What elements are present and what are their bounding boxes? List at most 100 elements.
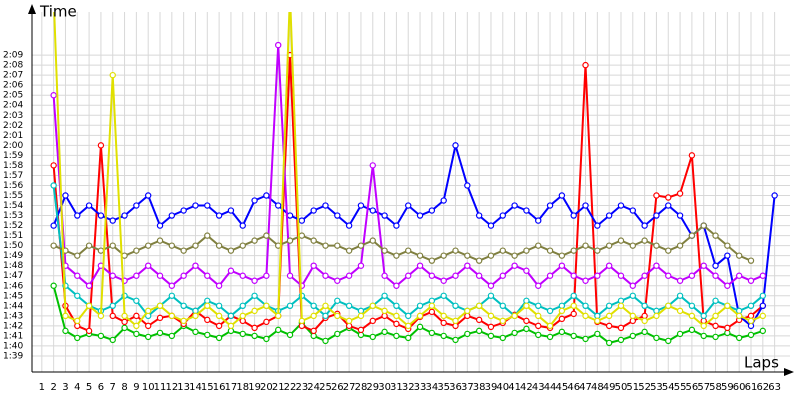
y-tick-label: 1:56 (3, 181, 23, 191)
x-tick-label: 32 (402, 382, 415, 393)
lap-point (263, 272, 270, 279)
x-tick-label: 41 (508, 382, 521, 393)
lap-point (85, 327, 93, 335)
lap-point (334, 330, 341, 338)
lap-point (629, 292, 636, 299)
y-tick-label: 1:40 (3, 341, 23, 351)
lap-point (464, 252, 471, 259)
lap-point (558, 315, 566, 323)
lap-point (440, 277, 447, 284)
lap-point (535, 331, 542, 339)
lap-point (133, 202, 140, 209)
lap-point (144, 322, 152, 330)
lap-point (85, 302, 93, 310)
lap-point (617, 302, 625, 310)
lap-point (511, 329, 518, 337)
lap-point (735, 252, 743, 259)
lap-point (558, 307, 566, 315)
lap-point (511, 312, 518, 320)
lap-point (688, 326, 696, 334)
lap-point (582, 335, 589, 343)
lap-point (440, 312, 447, 320)
lap-point (393, 302, 400, 310)
lap-point (156, 222, 164, 229)
x-tick-label: 30 (378, 382, 391, 393)
x-tick-label: 29 (366, 382, 379, 393)
x-tick-label: 37 (461, 382, 474, 393)
x-tick-label: 9 (133, 382, 139, 393)
lap-point (405, 322, 412, 330)
lap-point (570, 310, 577, 318)
y-tick-label: 2:02 (3, 121, 23, 131)
y-tick-label: 2:06 (3, 81, 23, 91)
lap-point (735, 272, 743, 279)
lap-point (475, 316, 483, 324)
lap-point (594, 222, 601, 229)
lap-point (310, 302, 317, 310)
x-tick-label: 11 (154, 382, 167, 393)
lap-point (251, 292, 258, 299)
lap-point (688, 152, 696, 159)
lap-point (251, 307, 258, 315)
lap-point (487, 292, 495, 299)
lap-point (204, 202, 211, 209)
x-tick-label: 23 (295, 382, 308, 393)
lap-point (452, 142, 459, 149)
lap-point (676, 292, 684, 299)
lap-point (676, 190, 684, 197)
lap-point (452, 336, 459, 344)
lap-point (180, 207, 187, 214)
lap-point (428, 308, 436, 316)
lap-point (263, 192, 270, 199)
lap-point (688, 232, 696, 239)
lap-point (499, 272, 506, 279)
lap-point (464, 330, 471, 338)
lap-point (428, 302, 436, 310)
y-tick-label: 1:58 (3, 161, 23, 171)
lap-point (676, 307, 684, 315)
x-tick-label: 52 (638, 382, 651, 393)
x-tick-label: 21 (272, 382, 285, 393)
lap-point (286, 272, 294, 279)
lap-point (416, 323, 424, 331)
lap-point (487, 282, 495, 289)
lap-point (192, 262, 199, 269)
x-tick-label: 22 (284, 382, 297, 393)
lap-point (121, 252, 128, 259)
lap-point (322, 337, 329, 345)
y-tick-label: 1:42 (3, 321, 23, 331)
lap-point (97, 212, 105, 219)
lap-point (594, 247, 601, 254)
y-tick-label: 1:46 (3, 281, 23, 291)
lap-point (298, 232, 306, 239)
lap-point (617, 336, 625, 344)
lap-point (215, 212, 223, 219)
lap-point (156, 237, 164, 244)
lap-point (747, 277, 755, 284)
y-axis-title: Time (39, 3, 77, 21)
x-tick-label: 26 (331, 382, 344, 393)
lap-point (369, 333, 376, 341)
x-tick-label: 59 (721, 382, 734, 393)
lap-point (617, 237, 625, 244)
lap-point (310, 262, 317, 269)
lap-point (499, 247, 506, 254)
x-tick-label: 16 (213, 382, 226, 393)
lap-point (464, 262, 471, 269)
lap-point (168, 312, 176, 320)
lap-point (322, 242, 329, 249)
x-tick-label: 45 (556, 382, 569, 393)
x-tick-label: 39 (485, 382, 498, 393)
x-tick-label: 55 (674, 382, 687, 393)
lap-point (168, 282, 176, 289)
x-tick-label: 48 (591, 382, 604, 393)
lap-point (345, 317, 353, 325)
lap-point (180, 317, 187, 325)
lap-point (629, 242, 636, 249)
x-tick-label: 58 (709, 382, 722, 393)
lap-point (168, 212, 176, 219)
lap-point (665, 202, 672, 209)
lap-point (535, 312, 542, 320)
lap-point (676, 242, 684, 249)
lap-point (310, 312, 317, 320)
